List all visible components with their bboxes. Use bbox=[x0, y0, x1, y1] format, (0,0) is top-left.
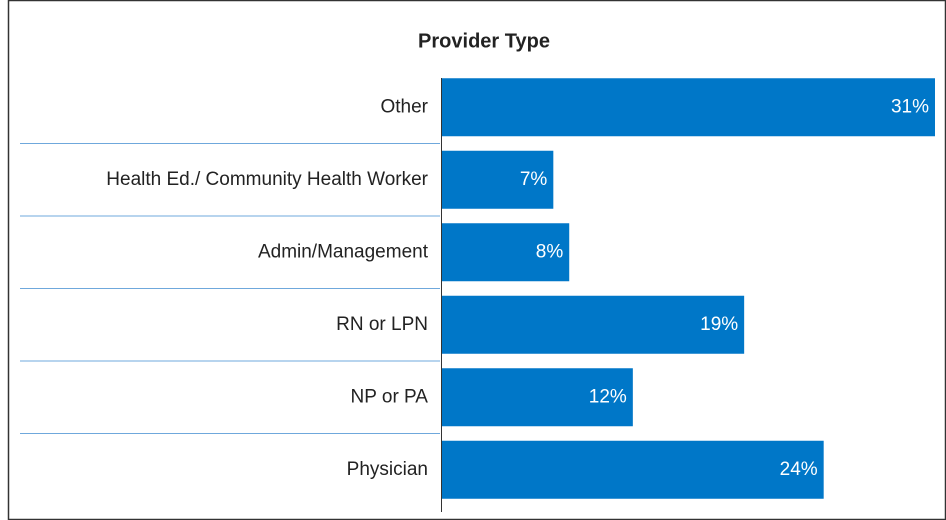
category-label: NP or PA bbox=[351, 386, 429, 407]
value-label: 19% bbox=[700, 314, 738, 335]
value-label: 8% bbox=[536, 241, 564, 262]
bar bbox=[442, 368, 633, 427]
bar bbox=[442, 295, 745, 354]
bar bbox=[442, 223, 570, 282]
value-label: 12% bbox=[589, 386, 627, 407]
category-label: Physician bbox=[347, 459, 428, 480]
value-label: 31% bbox=[891, 96, 929, 117]
category-label: Health Ed./ Community Health Worker bbox=[106, 169, 428, 190]
value-label: 24% bbox=[780, 459, 818, 480]
category-label: Admin/Management bbox=[258, 241, 429, 262]
bar bbox=[442, 78, 935, 137]
bar bbox=[442, 440, 824, 499]
value-label: 7% bbox=[520, 169, 548, 190]
category-label: RN or LPN bbox=[336, 314, 428, 335]
category-label: Other bbox=[380, 96, 428, 117]
chart-title: Provider Type bbox=[418, 30, 550, 52]
bar bbox=[442, 150, 554, 209]
